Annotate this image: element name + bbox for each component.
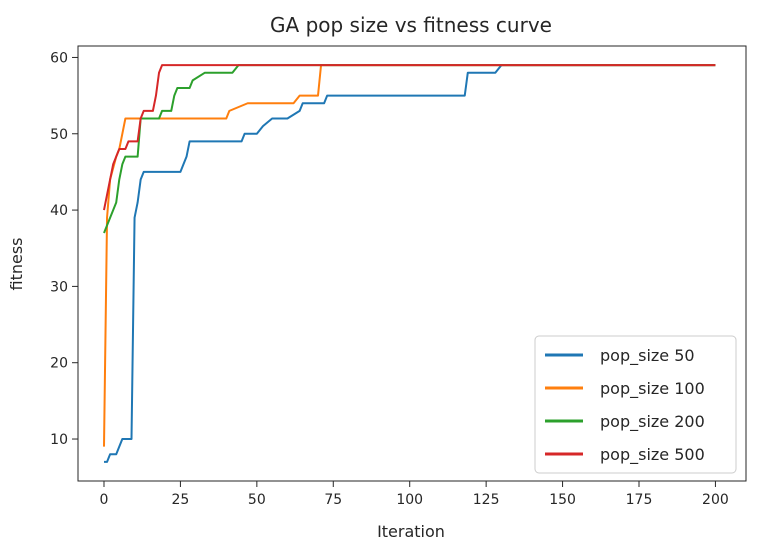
- x-tick-label: 200: [702, 492, 729, 508]
- x-tick-label: 50: [248, 492, 266, 508]
- legend-items: pop_size 50 pop_size 100 pop_size 200 pop_s…: [545, 346, 705, 465]
- y-tick-label: 20: [50, 356, 68, 372]
- legend-label: pop_size 500: [600, 445, 705, 465]
- series-line-pop-size-200: [103, 64, 716, 234]
- x-tick-label: 125: [473, 492, 500, 508]
- legend-box: [534, 335, 737, 474]
- y-axis: 10 20 30 40 50 60: [50, 50, 78, 448]
- x-tick-label: 75: [324, 492, 342, 508]
- chart-title: GA pop size vs fitness curve: [270, 13, 552, 37]
- x-tick-label: 150: [549, 492, 576, 508]
- series-line-pop-size-500: [103, 64, 716, 211]
- x-axis-label: Iteration: [377, 522, 445, 541]
- y-tick-label: 40: [50, 203, 68, 219]
- plot-area: [77, 45, 747, 482]
- legend-label: pop_size 100: [600, 379, 705, 399]
- x-axis: 0 25 50 75 100 125 150 175 200: [100, 481, 729, 508]
- x-tick-label: 25: [172, 492, 190, 508]
- series-line-pop-size-50: [103, 64, 716, 463]
- series-layer: [102, 64, 716, 463]
- legend: pop_size 50 pop_size 100 pop_size 200 pop_s…: [534, 335, 737, 474]
- legend-label: pop_size 200: [600, 412, 705, 432]
- x-tick-label: 175: [626, 492, 653, 508]
- y-axis-label: fitness: [7, 237, 26, 290]
- legend-label: pop_size 50: [600, 346, 695, 366]
- x-tick-label: 0: [100, 492, 109, 508]
- y-tick-label: 60: [50, 50, 68, 66]
- y-tick-label: 10: [50, 432, 68, 448]
- y-tick-label: 50: [50, 127, 68, 143]
- x-tick-label: 100: [396, 492, 423, 508]
- y-tick-label: 30: [50, 279, 68, 295]
